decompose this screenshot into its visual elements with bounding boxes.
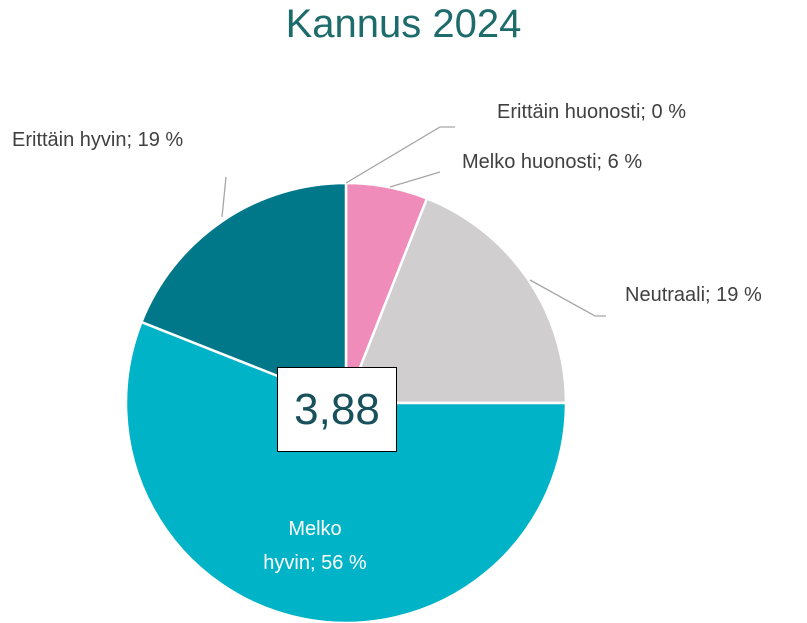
- data-label: Melko hyvin; 56 %: [263, 518, 367, 574]
- chart-title: Kannus 2024: [285, 2, 522, 46]
- pie-slice: [139, 181, 348, 405]
- center-label: 3,88: [277, 367, 397, 452]
- leader-line: [345, 126, 455, 184]
- data-label: Erittäin hyvin; 19 %: [12, 129, 184, 151]
- data-label: Melko huonosti; 6 %: [462, 151, 643, 173]
- pie-slice: [344, 196, 568, 405]
- pie-slice: [124, 320, 568, 623]
- leader-line: [221, 176, 227, 218]
- leader-line: [389, 171, 441, 188]
- leader-line: [529, 279, 606, 317]
- data-label: Erittäin huonosti; 0 %: [497, 101, 686, 123]
- data-label: Neutraali; 19 %: [625, 284, 762, 306]
- leader-lines: [221, 126, 606, 317]
